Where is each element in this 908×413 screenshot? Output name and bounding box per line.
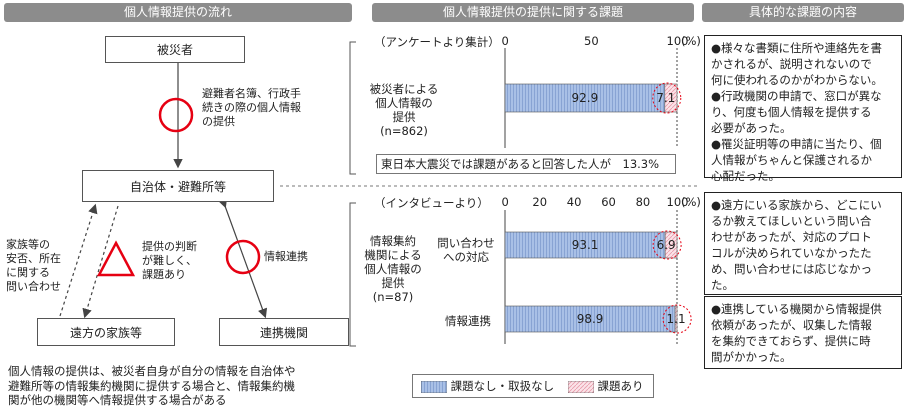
value-label-issue: 6.9 [657,238,676,252]
highlight-ellipse [662,304,692,334]
box-victim: 被災者 [105,36,245,63]
value-label-issue: 7.1 [656,91,675,105]
legend-no-issue: 課題なし・取扱なし [450,379,555,393]
detail-panel-2: ●遠方にいる家族から、どこにい るか教えてほしいという問い合 わせがあったが、対応の… [704,192,902,295]
interview-row1-label: 問い合わせ への対応 [437,236,495,264]
interview-unit: (%) [681,195,701,209]
value-label-no-issue: 93.1 [572,238,599,252]
arrow-family-to-municipality [59,203,98,317]
label-link: 情報連携 [264,250,308,263]
value-label-issue: 1.1 [667,312,686,326]
header-flow: 個人情報提供の流れ [4,3,352,22]
tick-label: 50 [584,34,599,48]
tick-label: 0 [501,195,509,209]
label-left: 家族等の 安否、所在 に関する 問い合わせ [6,238,61,293]
survey-unit: (%) [681,34,701,48]
header-details: 具体的な課題の内容 [702,3,904,22]
interview-source: （インタビューより） [374,196,489,210]
box-municipality: 自治体・避難所等 [82,170,274,202]
tick-label: 100 [666,195,689,209]
tick-label: 60 [601,195,616,209]
tick-label: 40 [566,195,582,209]
survey-note: 東日本大震災では課題があると回答した人が 13.3% [376,154,676,174]
interview-row2-label: 情報連携 [445,314,491,328]
highlight-ellipse [652,82,682,114]
arrow-municipality-to-family [82,205,119,319]
legend-swatch-no-issue [420,380,448,393]
bar-no-issue [504,83,666,113]
box-partner: 連携機関 [219,318,349,346]
survey-group-label: 被災者による 個人情報の 提供 (n=862) [369,82,439,138]
highlight-ellipse [652,230,682,260]
detail-panel-1: ●様々な書類に住所や連絡先を書 かされるが、説明されないので 何に使われるのかがわか… [704,35,902,183]
circle-ok-icon [158,97,194,133]
header-issues: 個人情報提供の提供に関する課題 [372,3,694,22]
box-family: 遠方の家族等 [37,318,175,346]
tick-label: 100 [666,34,689,48]
tick-label: 0 [501,34,509,48]
label-top: 避難者名簿、行政手 続きの際の個人情報 の提供 [202,87,301,128]
warning-triangle-icon [96,240,136,277]
legend-swatch-issue [567,380,595,393]
interview-group-label: 情報集約 機関による 個人情報の 提供 (n=87) [364,234,422,304]
circle-ok-icon-2 [225,239,261,275]
footnote: 個人情報の提供は、被災者自身が自分の情報を自治体や 避難所等の情報集約機関に提供す… [8,364,296,407]
legend-issue: 課題あり [597,379,644,393]
tick-label: 20 [532,195,548,209]
detail-panel-3: ●連携している機関から情報提供 依頼があったが、収集した情報 を集約できておらず、提… [704,296,902,369]
arrow-municipality-partner [218,197,268,319]
survey-source: （アンケートより集計） [374,35,500,49]
value-label-no-issue: 98.9 [577,312,604,326]
tick-label: 80 [635,195,651,209]
bar-issue [674,305,678,333]
bar-no-issue [504,231,666,259]
legend: 課題なし・取扱なし 課題あり [412,374,654,398]
flow-diagram [59,63,268,319]
bar-no-issue [504,305,676,333]
label-judge: 提供の判断 が難しく、 課題あり [142,240,197,281]
value-label-no-issue: 92.9 [572,91,599,105]
